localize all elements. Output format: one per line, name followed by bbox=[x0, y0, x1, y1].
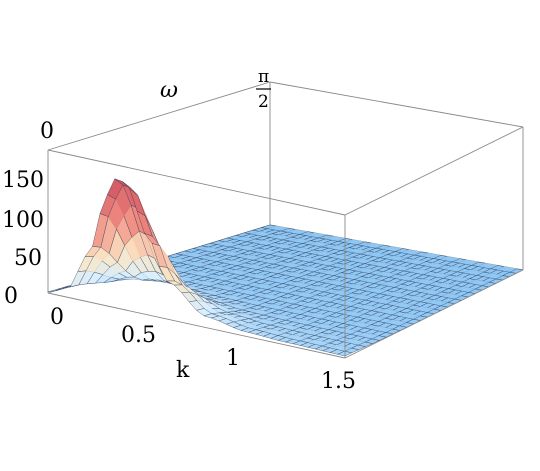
omega-axis-label: ω bbox=[160, 78, 178, 103]
box-edge bbox=[269, 81, 524, 128]
z-tick-0: 0 bbox=[4, 284, 18, 309]
k-tick-0: 0 bbox=[50, 305, 64, 330]
k-tick-1: 1 bbox=[226, 346, 240, 371]
bounding-box-front bbox=[47, 126, 524, 359]
z-tick-50: 50 bbox=[14, 246, 42, 271]
omega-tick-2: 2 bbox=[258, 92, 269, 112]
omega-tick-0: 0 bbox=[40, 119, 54, 144]
surface-mesh bbox=[47, 178, 524, 357]
k-tick-0.5: 0.5 bbox=[121, 323, 156, 348]
box-edge bbox=[47, 292, 346, 359]
omega-tick-pi: π bbox=[258, 67, 269, 87]
z-tick-150: 150 bbox=[2, 168, 44, 193]
k-axis-label: k bbox=[176, 358, 190, 383]
box-edge bbox=[47, 149, 346, 216]
z-tick-100: 100 bbox=[2, 208, 44, 233]
box-edge bbox=[344, 269, 524, 359]
k-tick-1.5: 1.5 bbox=[321, 369, 356, 394]
box-edge bbox=[47, 81, 271, 151]
box-edge bbox=[344, 126, 524, 216]
